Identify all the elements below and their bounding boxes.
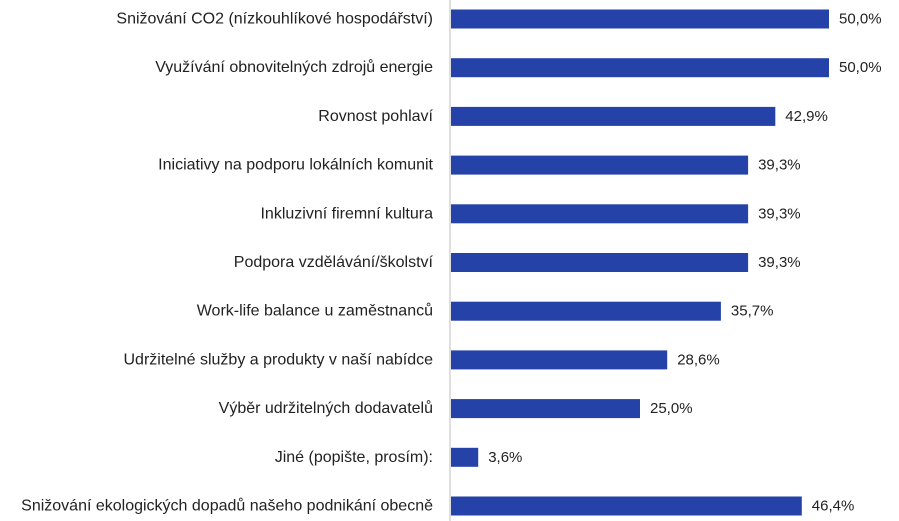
value-label-4: 39,3% — [758, 157, 801, 174]
bar-1 — [451, 9, 829, 29]
value-label-8: 28,6% — [677, 351, 720, 368]
bar-6 — [451, 253, 749, 272]
value-label-3: 42,9% — [785, 108, 828, 125]
bar-9 — [451, 399, 640, 419]
value-label-1: 50,0% — [839, 11, 882, 28]
bar-8 — [451, 350, 668, 370]
category-label-11: Snižování ekologických dopadů našeho pod… — [21, 497, 433, 515]
category-label-9: Výběr udržitelných dodavatelů — [219, 399, 433, 417]
category-label-6: Podpora vzdělávání/školství — [234, 254, 434, 271]
value-label-9: 25,0% — [650, 400, 693, 417]
category-label-3: Rovnost pohlaví — [318, 108, 433, 125]
value-label-6: 39,3% — [758, 254, 801, 271]
category-label-2: Využívání obnovitelných zdrojů energie — [155, 58, 433, 76]
bar-11 — [451, 496, 802, 516]
value-label-2: 50,0% — [839, 59, 882, 76]
value-label-10: 3,6% — [488, 449, 522, 466]
labels-layer: Snižování CO2 (nízkouhlíkové hospodářstv… — [21, 11, 881, 515]
category-label-5: Inkluzivní firemní kultura — [260, 205, 433, 222]
bar-4 — [451, 155, 749, 175]
bar-2 — [451, 58, 829, 78]
bar-10 — [451, 447, 479, 467]
category-label-7: Work-life balance u zaměstnanců — [197, 302, 433, 320]
category-label-8: Udržitelné služby a produkty v naší nabí… — [124, 351, 434, 368]
value-label-7: 35,7% — [731, 303, 774, 320]
bar-7 — [451, 301, 721, 321]
category-label-1: Snižování CO2 (nízkouhlíkové hospodářstv… — [116, 11, 433, 28]
bar-3 — [451, 106, 776, 126]
bars-layer — [451, 9, 829, 516]
category-label-10: Jiné (popište, prosím): — [275, 449, 433, 466]
category-label-4: Iniciativy na podporu lokálních komunit — [158, 157, 433, 174]
value-label-5: 39,3% — [758, 205, 801, 222]
bar-5 — [451, 204, 749, 224]
value-label-11: 46,4% — [812, 498, 855, 515]
